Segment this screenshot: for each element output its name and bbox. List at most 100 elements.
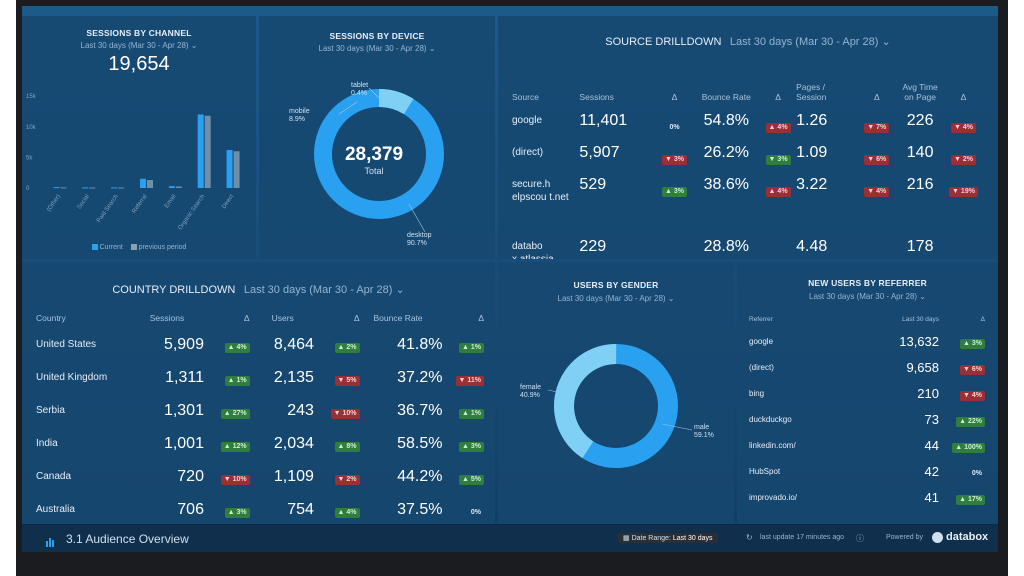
x-tick-label: Direct bbox=[221, 193, 235, 210]
delta-badge: ▼ 10% bbox=[330, 408, 360, 419]
col-delta[interactable]: Δ bbox=[353, 313, 360, 323]
delta-cell: ▼ 4% bbox=[856, 170, 897, 232]
bar-previous[interactable] bbox=[175, 186, 182, 188]
date-range-selector[interactable]: Last 30 days (Mar 30 - Apr 28) ⌄ bbox=[80, 41, 198, 50]
table-row[interactable]: linkedin.com/44 ▲ 100% bbox=[749, 432, 985, 458]
table-row[interactable]: databo x.atlassia 229 28.8% 4.48 178 bbox=[512, 232, 984, 259]
delta-cell: ▲ 27% bbox=[204, 394, 250, 427]
date-range-selector[interactable]: Last 30 days (Mar 30 - Apr 28) ⌄ bbox=[557, 294, 675, 303]
panel-title: COUNTRY DRILLDOWN bbox=[112, 284, 236, 296]
source-table: Source Sessions Δ Bounce Rate Δ Pages / … bbox=[512, 60, 984, 259]
bounce-value: 44.2% bbox=[397, 467, 443, 485]
col-sessions[interactable]: Sessions bbox=[149, 313, 185, 323]
table-row[interactable]: (direct) 9,658 ▼ 6% bbox=[749, 354, 985, 380]
table-row[interactable]: improvado.io/41 ▲ 17% bbox=[749, 484, 985, 510]
col-pages-session[interactable]: Pages / Session bbox=[796, 82, 827, 102]
sessions-value: 529 bbox=[579, 176, 607, 193]
databox-logo-icon bbox=[46, 534, 55, 547]
delta-badge: ▼ 3% bbox=[765, 155, 791, 165]
table-row[interactable]: Canada 720 ▼ 10% 1,109 ▼ 2% 44.2% ▲ 5% bbox=[36, 460, 484, 493]
country-name: United States bbox=[36, 339, 97, 350]
col-delta[interactable]: Δ bbox=[960, 92, 967, 102]
col-bounce-rate[interactable]: Bounce Rate bbox=[701, 92, 751, 102]
bar-previous[interactable] bbox=[60, 187, 67, 189]
bar-current[interactable] bbox=[168, 186, 175, 188]
col-bounce-rate[interactable]: Bounce Rate bbox=[373, 313, 423, 323]
bar-current[interactable] bbox=[111, 187, 118, 189]
sessions-value: 1,311 bbox=[165, 368, 204, 386]
col-delta[interactable]: Δ bbox=[873, 92, 880, 102]
calendar-icon: ▦ bbox=[623, 535, 630, 542]
date-range-selector[interactable]: Last 30 days (Mar 30 - Apr 28) ⌄ bbox=[243, 284, 405, 296]
bar-current[interactable] bbox=[140, 178, 146, 188]
legend-current-swatch bbox=[91, 244, 98, 251]
bar-previous[interactable] bbox=[89, 187, 96, 189]
table-row[interactable]: (direct) 5,907 ▼ 3% 26.2% ▼ 3% 1.09 ▼ 6% 140 ▼ 2… bbox=[512, 138, 984, 170]
col-source[interactable]: Source bbox=[512, 92, 539, 102]
col-delta[interactable]: Δ bbox=[478, 313, 484, 323]
delta-badge: ▲ 4% bbox=[224, 342, 250, 353]
bounce-value: 26.2% bbox=[703, 144, 749, 161]
col-delta[interactable]: Δ bbox=[671, 92, 678, 102]
col-avg-time[interactable]: Avg Time on Page bbox=[902, 82, 938, 102]
col-sessions[interactable]: Sessions bbox=[579, 92, 614, 102]
table-row[interactable]: United Kingdom 1,311 ▲ 1% 2,135 ▼ 5% 37.2% ▼ 1… bbox=[36, 361, 484, 394]
col-country[interactable]: Country bbox=[36, 313, 66, 323]
bar-current[interactable] bbox=[53, 187, 60, 189]
table-row[interactable]: HubSpot 42 0% bbox=[749, 458, 985, 484]
bar-previous[interactable] bbox=[204, 115, 211, 188]
col-delta[interactable]: Δ bbox=[980, 315, 985, 323]
bar-current[interactable] bbox=[226, 150, 233, 188]
table-row[interactable]: Serbia 1,301 ▲ 27% 243 ▼ 10% 36.7% ▲ 1% bbox=[36, 394, 484, 427]
table-row[interactable]: India 1,001 ▲ 12% 2,034 ▲ 8% 58.5% ▲ 3% bbox=[36, 427, 484, 460]
female-pct: 40.9% bbox=[520, 392, 540, 399]
info-icon[interactable]: ⓘ bbox=[856, 534, 864, 543]
delta-badge: ▼ 6% bbox=[960, 365, 985, 375]
table-row[interactable]: United States 5,909 ▲ 4% 8,464 ▲ 2% 41.8% ▲ 1% bbox=[36, 328, 484, 361]
date-range-selector[interactable]: Last 30 days (Mar 30 - Apr 28) ⌄ bbox=[729, 36, 891, 48]
table-row[interactable]: google 13,632 ▲ 3% bbox=[749, 328, 985, 354]
country-name: India bbox=[36, 438, 58, 449]
date-range-chip[interactable]: ▦ Date Range: Last 30 days bbox=[618, 533, 718, 543]
table-header-row: Referrer Last 30 days Δ bbox=[749, 310, 985, 328]
bar-previous[interactable] bbox=[118, 187, 125, 189]
table-row[interactable]: google 11,401 0% 54.8% ▲ 4% 1.26 ▼ 7% 226 ▼ 4% bbox=[512, 106, 984, 138]
delta-badge: ▲ 3% bbox=[459, 441, 484, 452]
source-name: secure.h elpscou t.net bbox=[512, 179, 569, 203]
delta-cell: ▼ 19% bbox=[943, 170, 984, 232]
col-delta[interactable]: Δ bbox=[775, 92, 781, 102]
x-tick-label: Referral bbox=[131, 194, 148, 215]
legend-current-label: Current bbox=[99, 244, 123, 251]
panel-title: SOURCE DRILLDOWN bbox=[605, 36, 722, 48]
delta-badge: ▲ 4% bbox=[765, 187, 791, 197]
delta-badge: ▲ 12% bbox=[220, 441, 250, 452]
female-slice[interactable] bbox=[544, 334, 688, 478]
delta-cell: ▲ 1% bbox=[442, 394, 484, 427]
mobile-label: mobile 8.9% bbox=[289, 108, 310, 124]
delta-badge: ▼ 2% bbox=[334, 474, 360, 485]
date-range-selector[interactable]: Last 30 days (Mar 30 - Apr 28) ⌄ bbox=[318, 44, 436, 53]
panel-header: COUNTRY DRILLDOWN Last 30 days (Mar 30 -… bbox=[22, 280, 495, 298]
bar-current[interactable] bbox=[82, 187, 89, 189]
bar-previous[interactable] bbox=[147, 180, 153, 188]
col-referrer[interactable]: Referrer bbox=[749, 315, 773, 323]
col-users[interactable]: Users bbox=[271, 313, 294, 323]
delta-cell: 0% bbox=[939, 458, 985, 484]
referrer-value: 13,632 bbox=[899, 333, 939, 349]
panel-title: NEW USERS BY REFERRER bbox=[808, 278, 927, 288]
table-row[interactable]: bing 210 ▼ 4% bbox=[749, 380, 985, 406]
table-row[interactable]: secure.h elpscou t.net 529 ▲ 3% 38.6% ▲ 4% 3.… bbox=[512, 170, 984, 232]
dashboard-name[interactable]: 3.1 Audience Overview bbox=[66, 532, 189, 546]
col-last-30-days[interactable]: Last 30 days bbox=[902, 315, 939, 323]
date-range-selector[interactable]: Last 30 days (Mar 30 - Apr 28) ⌄ bbox=[809, 292, 926, 301]
bounce-value: 37.2% bbox=[397, 368, 443, 386]
table-row[interactable]: duckduckgo 73 ▲ 22% bbox=[749, 406, 985, 432]
bar-previous[interactable] bbox=[233, 151, 240, 188]
pages-value: 4.48 bbox=[796, 238, 828, 255]
last-update-text: last update 17 minutes ago bbox=[760, 534, 845, 541]
delta-cell: ▼ 5% bbox=[314, 361, 360, 394]
col-delta[interactable]: Δ bbox=[243, 313, 250, 323]
table-row[interactable]: Australia 706 ▲ 3% 754 ▲ 4% 37.5% 0% bbox=[36, 493, 484, 524]
bar-current[interactable] bbox=[197, 114, 204, 189]
country-name: Australia bbox=[36, 504, 75, 515]
